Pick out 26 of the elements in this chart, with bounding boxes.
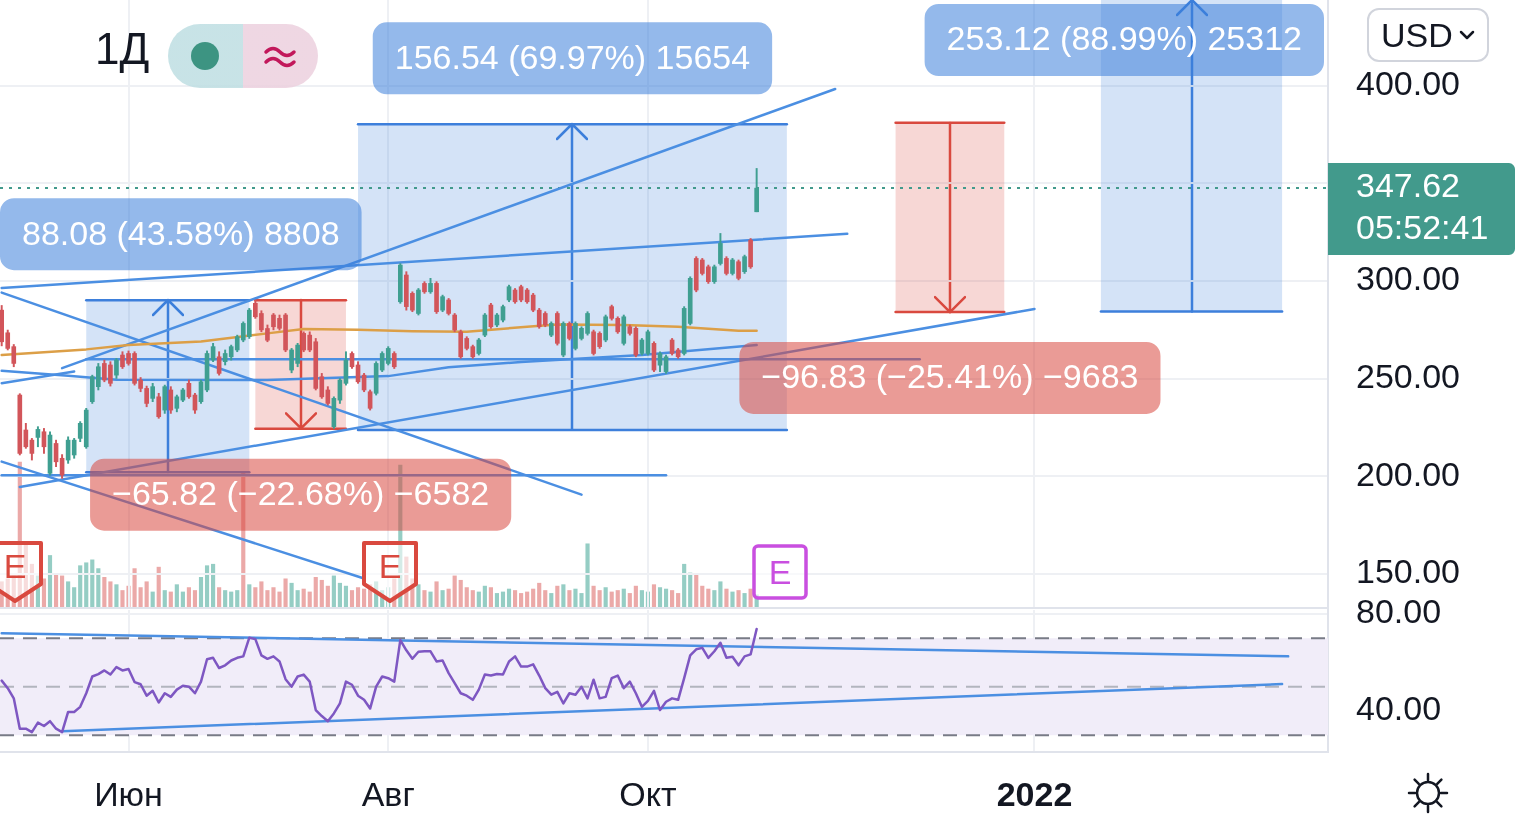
annotation: E [377,547,403,585]
annotation: −65.82 (−22.68%) −6582 [112,474,490,512]
y-tick-label: 400.00 [1356,64,1460,103]
square-badge: E [752,544,808,600]
y-tick-label: 150.00 [1356,552,1460,591]
x-tick-label: Окт [619,774,677,813]
annotation: 253.12 (88.99%) 25312 [946,19,1302,58]
currency-button: USD [1367,8,1489,62]
y-axis-title: USD [1381,15,1453,55]
y-tick-label: 200.00 [1356,454,1460,493]
shield-badge: E [0,540,44,604]
y-tick-label: 40.00 [1356,689,1442,728]
annotation: E [767,553,793,591]
ref-line-label: 347.62 05:52:41 [1356,166,1489,247]
annotation: 88.08 (43.58%) 8808 [22,213,340,252]
y-tick-label: 80.00 [1356,592,1442,631]
annotation: E [2,547,28,585]
annotation: 156.54 (69.97%) 15654 [394,37,751,76]
y-tick-label: 300.00 [1356,259,1460,298]
text: 1Д [95,23,150,75]
x-tick-label: 2022 [996,774,1073,813]
annotation: −96.83 (−25.41%) −9683 [761,357,1139,396]
x-tick-label: Июн [94,774,163,813]
y-tick-label: 250.00 [1356,357,1460,396]
shield-badge: E [361,540,419,604]
x-tick-label: Авг [361,774,415,813]
